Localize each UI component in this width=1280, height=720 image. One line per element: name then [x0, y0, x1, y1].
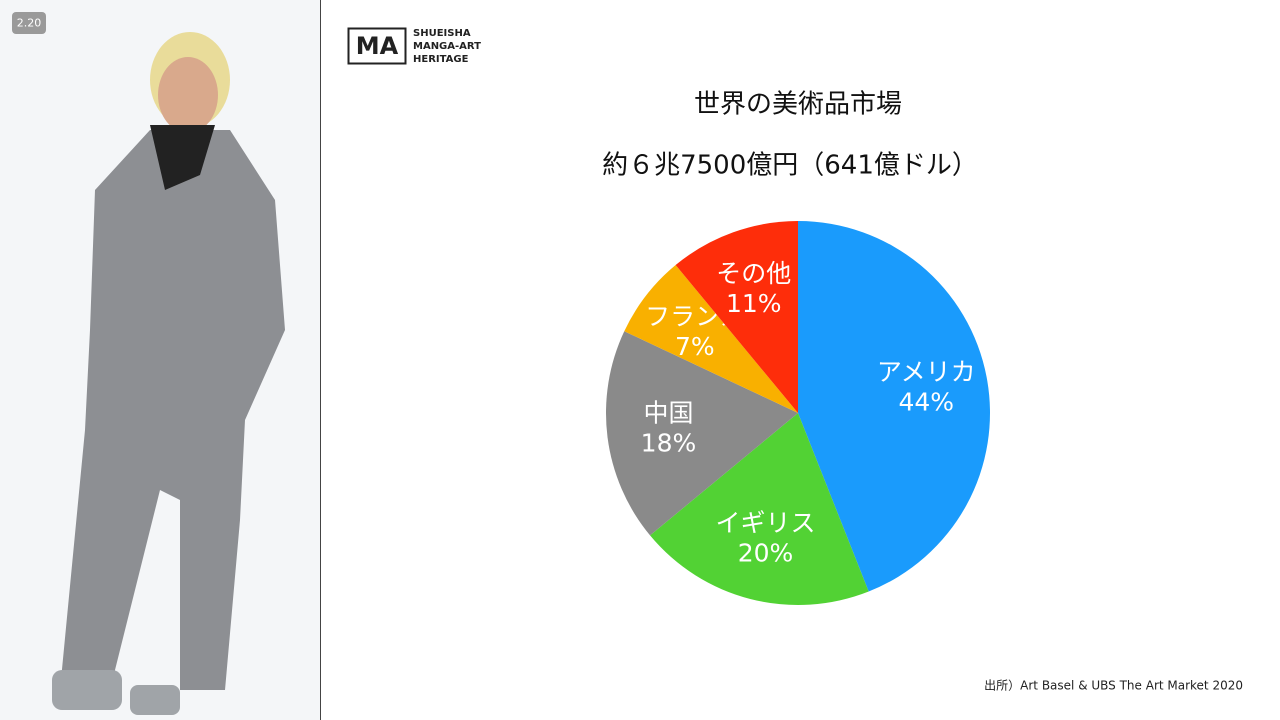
- logo-line: HERITAGE: [413, 54, 469, 65]
- chart-title: 世界の美術品市場: [694, 90, 902, 120]
- badge: 2.20: [17, 17, 42, 30]
- pie-slice: [675, 221, 798, 413]
- pie-slice: [650, 413, 869, 605]
- slice-label: イギリス: [716, 508, 816, 537]
- pie-slice: [605, 331, 798, 536]
- pie-slice: [798, 221, 990, 592]
- slice-value: 7%: [675, 332, 715, 361]
- slice-value: 44%: [898, 388, 954, 417]
- logo-box: [347, 27, 407, 65]
- slice-value: 18%: [641, 428, 697, 457]
- slice-label: その他: [716, 259, 791, 288]
- logo-line: MANGA-ART: [413, 41, 481, 52]
- slice-label: 中国: [643, 398, 693, 427]
- badge-bg: [12, 12, 46, 34]
- presenter: [52, 32, 285, 715]
- chart-subtitle: 約６兆7500億円（641億ドル）: [602, 151, 978, 181]
- slice-value: 11%: [726, 289, 782, 318]
- slice-value: 20%: [738, 538, 794, 567]
- pie-slice: [624, 265, 798, 413]
- slice-label: アメリカ: [877, 358, 976, 387]
- logo-line: SHUEISHA: [413, 28, 471, 39]
- source: 出所）Art Basel & UBS The Art Market 2020: [984, 679, 1243, 693]
- logo-mark: MA: [356, 32, 399, 60]
